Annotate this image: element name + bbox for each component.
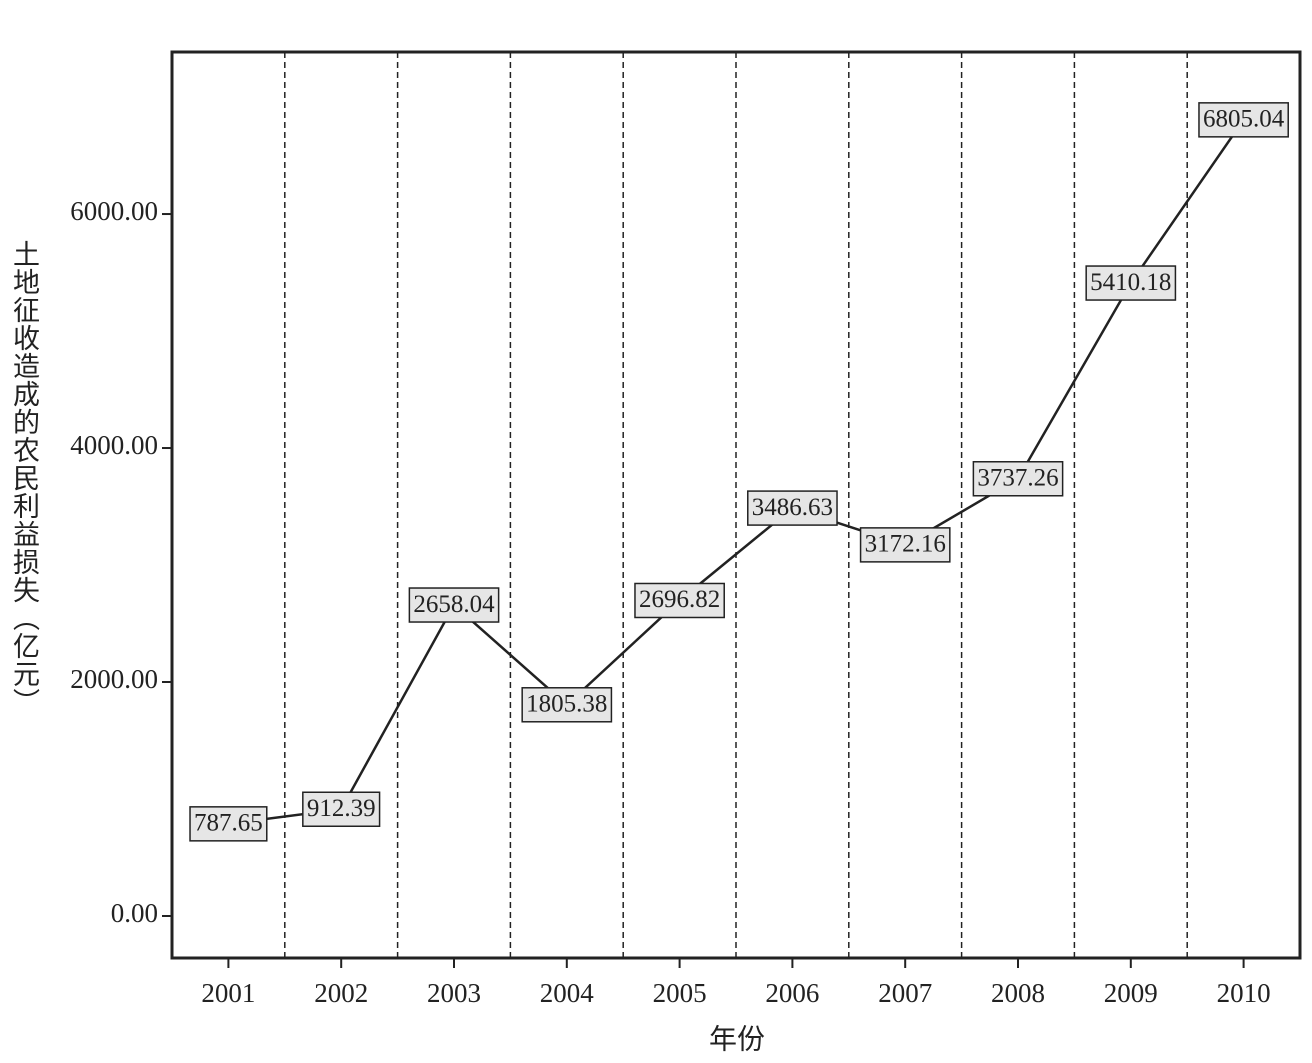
value-label-box xyxy=(521,687,613,723)
y-axis-label: 土地征收造成的农民利益损失（亿元） xyxy=(9,240,40,716)
data-line xyxy=(228,119,1245,826)
x-tick-label: 2003 xyxy=(427,978,481,1008)
x-tick-label: 2010 xyxy=(1217,978,1271,1008)
value-label: 1805.38 xyxy=(526,691,607,718)
value-label: 912.39 xyxy=(307,795,376,822)
x-tick-label: 2004 xyxy=(540,978,595,1008)
value-label: 787.65 xyxy=(194,810,263,837)
x-tick-label: 2002 xyxy=(314,978,368,1008)
value-label-box xyxy=(859,527,951,563)
value-label: 2696.82 xyxy=(639,586,720,613)
value-label-box xyxy=(1198,102,1289,138)
value-label: 3737.26 xyxy=(977,464,1058,491)
y-tick-label: 2000.00 xyxy=(70,664,158,694)
x-tick-label: 2008 xyxy=(991,978,1045,1008)
x-tick-label: 2005 xyxy=(653,978,707,1008)
y-tick-label: 4000.00 xyxy=(70,430,158,460)
y-tick-label: 0.00 xyxy=(111,898,158,928)
value-label: 3486.63 xyxy=(752,494,833,521)
value-label: 5410.18 xyxy=(1090,269,1171,296)
value-label-box xyxy=(408,587,500,623)
value-label: 2658.04 xyxy=(413,591,495,618)
plot-frame xyxy=(170,50,1302,960)
x-tick-label: 2006 xyxy=(765,978,819,1008)
y-tick-label: 6000.00 xyxy=(70,196,158,226)
value-label: 3172.16 xyxy=(865,531,946,558)
x-axis-label: 年份 xyxy=(709,1023,765,1055)
value-label-box xyxy=(189,806,268,842)
x-tick-label: 2009 xyxy=(1104,978,1158,1008)
value-label-box xyxy=(972,461,1064,497)
value-label-box xyxy=(634,582,725,619)
value-label-box xyxy=(747,490,838,526)
x-tick-label: 2001 xyxy=(201,978,255,1008)
value-label-box xyxy=(1085,265,1177,301)
x-tick-label: 2007 xyxy=(878,978,932,1008)
value-label-box xyxy=(302,791,381,828)
value-label: 6805.04 xyxy=(1203,106,1285,133)
